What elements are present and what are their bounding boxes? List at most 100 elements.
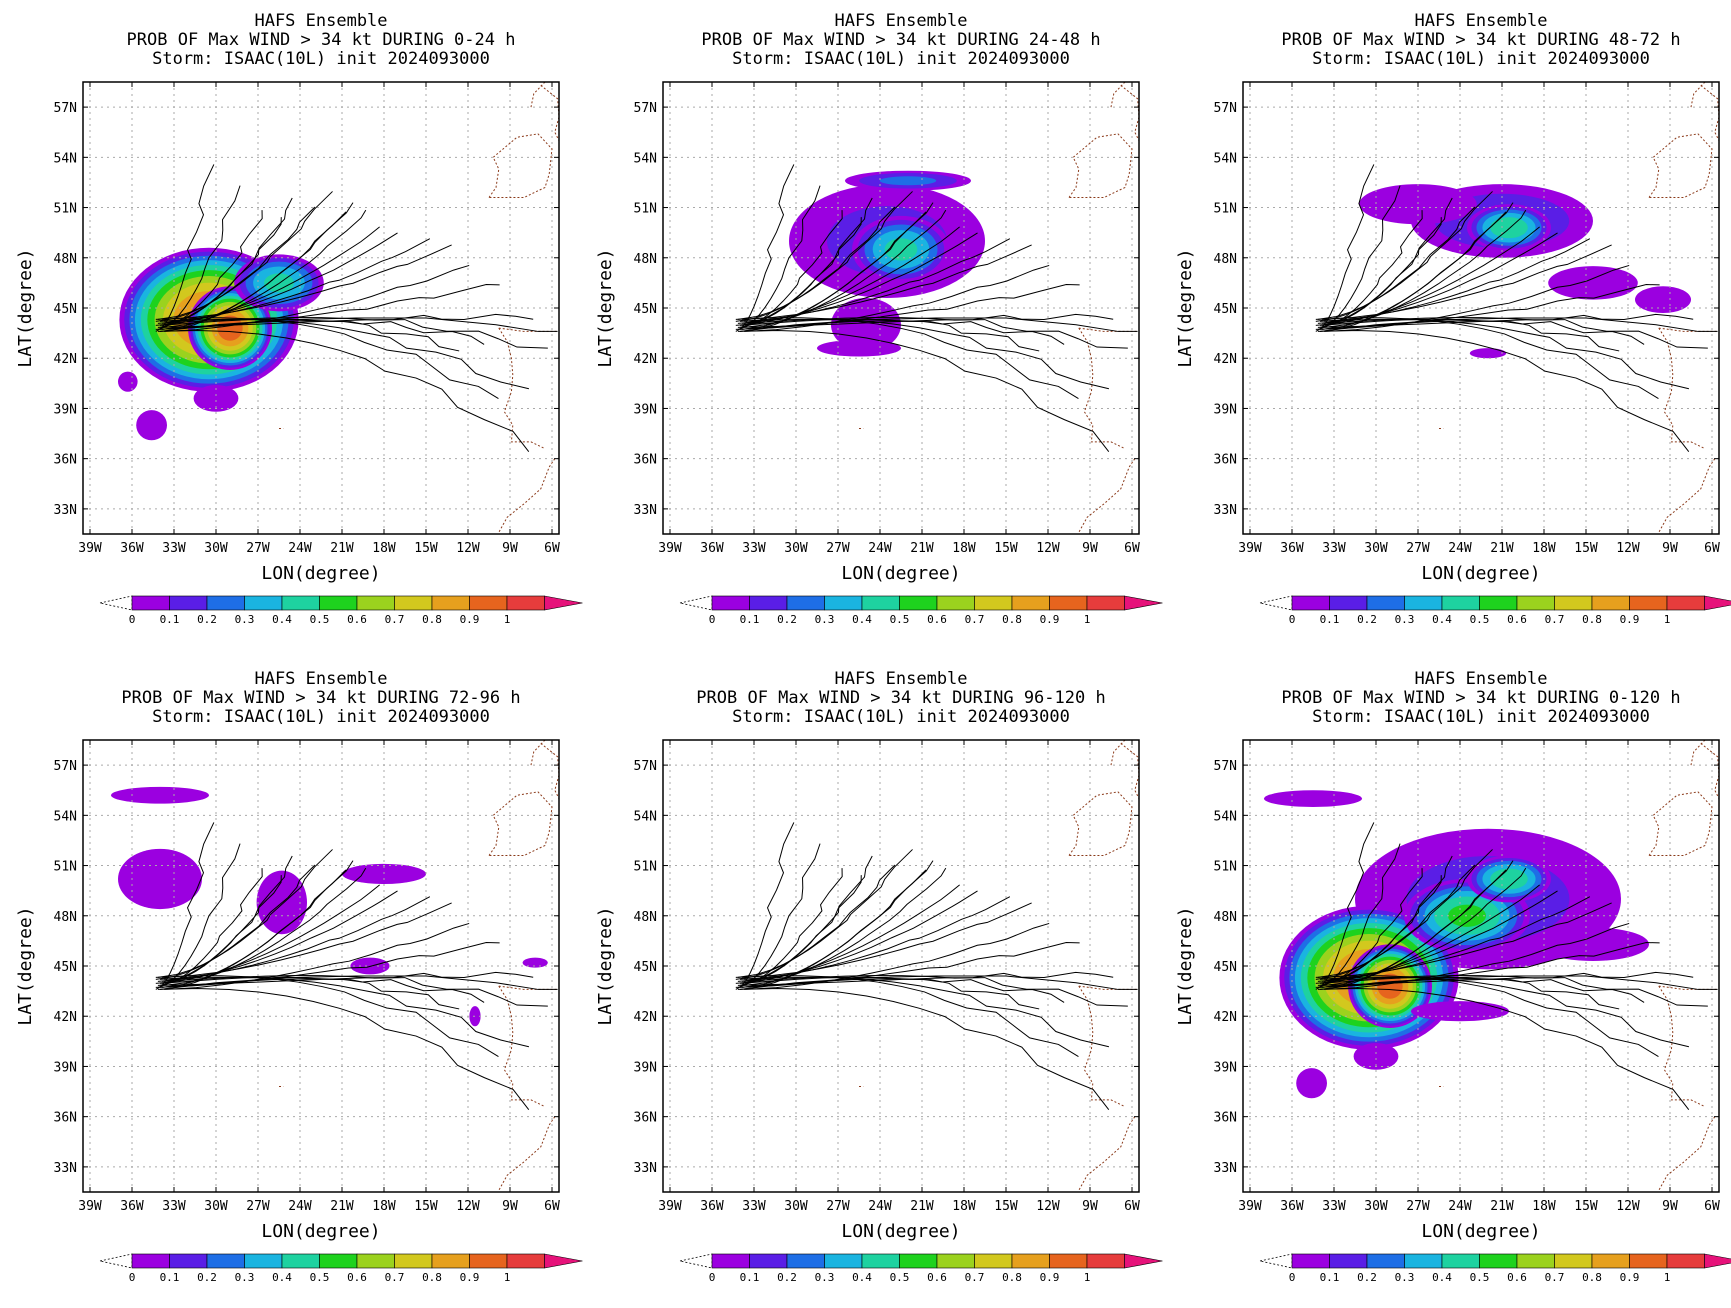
colorbar-label: 0.8: [1002, 1271, 1022, 1284]
probability-contour: [111, 786, 209, 804]
ensemble-track: [162, 902, 452, 978]
coastline: [1068, 791, 1133, 857]
x-tick-label: 18W: [1532, 541, 1556, 556]
ensemble-track: [1324, 976, 1690, 1048]
y-tick-label: 54N: [634, 809, 657, 824]
coastline: [1648, 791, 1713, 857]
colorbar-swatch: [244, 1253, 283, 1269]
y-tick-label: 48N: [634, 910, 657, 925]
ensemble-track: [1322, 902, 1612, 978]
colorbar-swatch: [1441, 595, 1480, 611]
x-tick-label: 9W: [502, 1199, 518, 1214]
coastline: [530, 82, 546, 108]
coastline: [1648, 133, 1713, 199]
y-tick-label: 45N: [54, 960, 77, 975]
ensemble-track: [162, 217, 282, 326]
x-tick-label: 9W: [1662, 541, 1678, 556]
coastline: [1690, 740, 1706, 766]
ensemble-track: [164, 976, 530, 1048]
colorbar-label: 0.1: [740, 613, 760, 626]
ensemble-track: [157, 987, 530, 1110]
probability-contour: [193, 385, 239, 412]
colorbar-label: 0.3: [235, 613, 255, 626]
panel-title-line: PROB OF Max WIND > 34 kt DURING 0-24 h: [127, 30, 516, 50]
x-tick-label: 18W: [952, 1199, 976, 1214]
x-tick-label: 12W: [456, 541, 480, 556]
probability-contour: [1490, 217, 1528, 239]
x-tick-label: 15W: [994, 541, 1018, 556]
ensemble-track: [164, 197, 293, 324]
ensemble-track: [1324, 855, 1453, 982]
x-tick-label: 30W: [784, 541, 808, 556]
colorbar-label: 0: [1289, 1271, 1296, 1284]
colorbar-swatch: [1479, 595, 1518, 611]
colorbar-swatch: [1629, 1253, 1668, 1269]
y-tick-label: 45N: [634, 960, 657, 975]
colorbar-label: 0: [709, 1271, 716, 1284]
colorbar-swatch: [1629, 595, 1668, 611]
ensemble-track: [1324, 197, 1453, 324]
y-tick-label: 36N: [54, 453, 77, 468]
ensemble-track: [1319, 320, 1645, 345]
ensemble-track: [739, 975, 1138, 990]
colorbar-label: 0.4: [1432, 1271, 1452, 1284]
ensemble-track: [164, 855, 293, 982]
panel-title-line: Storm: ISAAC(10L) init 2024093000: [1312, 49, 1650, 69]
x-tick-label: 36W: [700, 541, 724, 556]
colorbar-label: 0.2: [197, 613, 217, 626]
panel-title-line: PROB OF Max WIND > 34 kt DURING 24-48 h: [701, 30, 1100, 50]
colorbar-label: 0.5: [1470, 1271, 1490, 1284]
plot-frame: [82, 739, 560, 1193]
ensemble-track: [155, 206, 316, 322]
x-tick-label: 21W: [910, 1199, 934, 1214]
x-tick-label: 18W: [952, 541, 976, 556]
panel-title-line: PROB OF Max WIND > 34 kt DURING 48-72 h: [1281, 30, 1680, 50]
colorbar-label: 0.8: [1582, 1271, 1602, 1284]
x-tick-label: 39W: [1238, 1199, 1262, 1214]
x-tick-label: 36W: [1280, 541, 1304, 556]
y-tick-label: 42N: [634, 352, 657, 367]
x-tick-label: 6W: [544, 1199, 560, 1214]
y-axis-label: LAT(degree): [595, 248, 616, 367]
x-tick-label: 18W: [372, 1199, 396, 1214]
colorbar-under-arrow: [99, 1253, 133, 1269]
x-tick-label: 36W: [120, 1199, 144, 1214]
x-tick-label: 24W: [868, 1199, 892, 1214]
x-tick-label: 30W: [1364, 1199, 1388, 1214]
colorbar-label: 0: [709, 613, 716, 626]
colorbar: 0 0.1 0.2 0.3 0.4 0.5 0.6 0.7 0.8 0.9 1: [1259, 1253, 1731, 1284]
probability-contour: [1359, 184, 1477, 225]
colorbar-swatch: [469, 595, 508, 611]
colorbar-label: 0.3: [815, 1271, 835, 1284]
ensemble-track: [737, 987, 1110, 1110]
colorbar-swatch: [824, 1253, 863, 1269]
ensemble-track: [742, 244, 1032, 320]
colorbar-swatch: [469, 1253, 508, 1269]
x-tick-label: 36W: [120, 541, 144, 556]
ensemble-track: [742, 217, 862, 326]
colorbar-swatch: [786, 595, 825, 611]
x-tick-label: 6W: [1704, 541, 1720, 556]
ensemble-track: [737, 329, 1110, 452]
colorbar-swatch: [169, 1253, 208, 1269]
ensemble-track: [1322, 244, 1612, 320]
colorbar-label: 0.9: [460, 613, 480, 626]
panel-title-line: Storm: ISAAC(10L) init 2024093000: [152, 49, 490, 69]
colorbar-swatch: [131, 595, 170, 611]
ensemble-track: [159, 975, 558, 990]
y-tick-label: 33N: [634, 503, 657, 518]
probability-contour: [1353, 1043, 1399, 1070]
ensemble-track: [742, 902, 1032, 978]
y-tick-label: 57N: [54, 101, 77, 116]
y-tick-label: 45N: [1214, 960, 1237, 975]
y-tick-label: 48N: [634, 252, 657, 267]
colorbar-swatch: [936, 595, 975, 611]
coastline: [1658, 327, 1718, 332]
coastline: [1078, 1116, 1136, 1191]
colorbar-swatch: [394, 595, 433, 611]
colorbar-swatch: [1011, 595, 1050, 611]
ensemble-track: [162, 244, 452, 320]
